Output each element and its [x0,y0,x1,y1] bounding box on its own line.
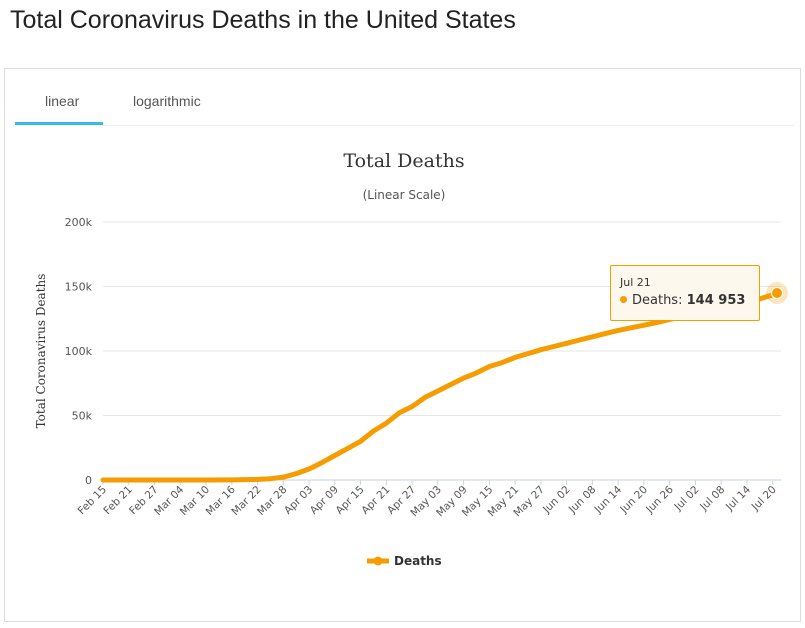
legend-label: Deaths [394,554,442,568]
y-tick-label: 50k [72,410,93,423]
x-tick-label: Jul 02 [672,484,702,514]
data-point-highlight [771,287,783,300]
y-tick-label: 100k [65,345,93,358]
tooltip-series-label: Deaths: [632,293,683,308]
legend-marker [373,556,383,566]
chart-card: linear logarithmic [4,68,801,622]
x-tick-label: Jun 08 [566,484,599,517]
tooltip-date: Jul 21 [620,276,651,289]
x-tick-label: Jun 26 [643,483,676,516]
x-tick-label: Jul 20 [749,484,779,514]
x-tick-label: Jun 02 [540,484,573,517]
page-title: Total Coronavirus Deaths in the United S… [10,6,516,34]
x-tick-label: Jun 14 [592,483,625,516]
series-line-deaths [100,290,780,483]
tooltip-line: Deaths: 144 953 [620,293,745,308]
tab-logarithmic[interactable]: logarithmic [133,93,201,109]
tooltip-value: 144 953 [686,293,746,308]
tab-linear[interactable]: linear [45,93,80,109]
chart-title: Total Deaths [343,150,464,172]
x-tick-label: Jul 14 [723,483,753,513]
chart-subtitle: (Linear Scale) [363,188,446,202]
tooltip-series-dot [620,296,627,303]
y-axis-label: Total Coronavirus Deaths [34,274,48,429]
data-tooltip: Jul 21 Deaths: 144 953 [610,265,760,321]
y-tick-label: 200k [65,216,93,229]
active-tab-indicator [15,122,103,125]
x-tick-label: Jun 20 [617,484,650,517]
scale-tabs: linear logarithmic [15,69,795,126]
y-tick-label: 0 [85,474,92,487]
y-tick-label: 150k [65,281,93,294]
x-tick-label: Jul 08 [697,484,727,514]
